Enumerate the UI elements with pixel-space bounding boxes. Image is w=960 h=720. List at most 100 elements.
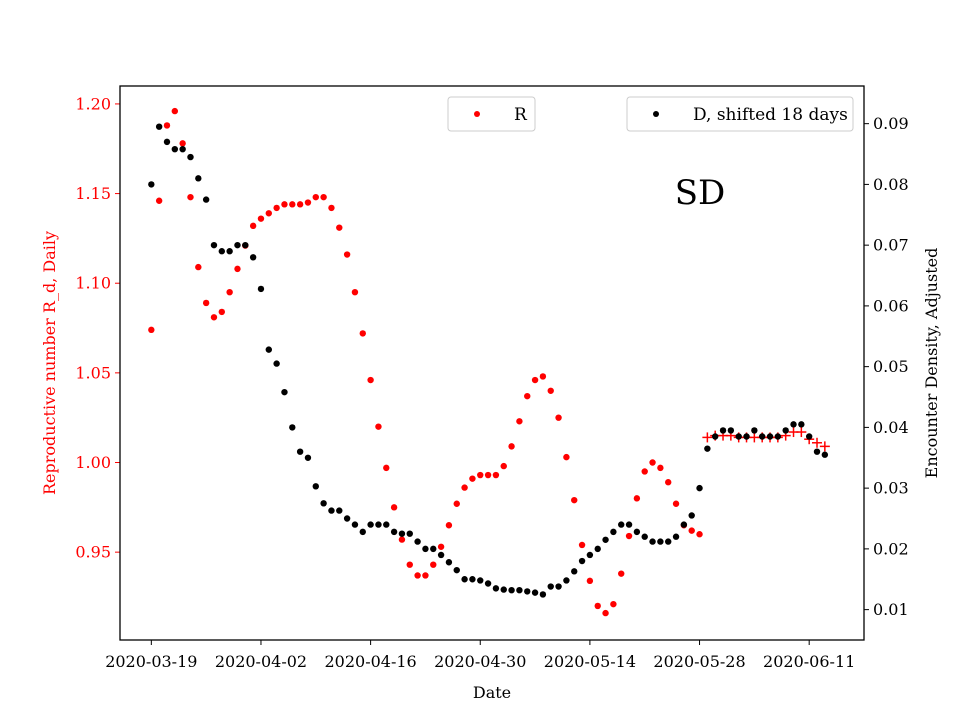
- r-point: [312, 193, 319, 201]
- d-point: [571, 568, 578, 575]
- r-point: [367, 376, 374, 384]
- r-point: [281, 201, 288, 208]
- d-point: [163, 138, 171, 146]
- d-point: [633, 528, 641, 536]
- r-point: [571, 496, 578, 504]
- d-point: [148, 181, 155, 188]
- d-point: [179, 145, 186, 153]
- legend-d-label: D, shifted 18 days: [693, 105, 848, 125]
- left-axis-label: Reproductive number R_d, Daily: [40, 231, 59, 495]
- d-point: [555, 583, 562, 590]
- legend-r-label: R: [514, 105, 528, 125]
- r-point: [249, 222, 257, 230]
- r-projected-point: [819, 441, 830, 452]
- d-point: [202, 196, 210, 203]
- r-projected-point: [702, 432, 713, 443]
- right-tick-label: 0.05: [873, 357, 909, 376]
- d-point: [672, 533, 680, 540]
- d-point: [798, 421, 805, 428]
- r-point: [179, 140, 186, 147]
- r-point: [477, 471, 484, 479]
- x-tick-label: 2020-05-28: [653, 652, 745, 671]
- r-point: [492, 471, 500, 479]
- r-point: [226, 288, 233, 296]
- r-point: [484, 471, 492, 479]
- d-point: [492, 585, 500, 592]
- r-point: [531, 376, 539, 384]
- r-point: [273, 204, 280, 212]
- d-point: [351, 521, 359, 528]
- left-tick-label: 1.05: [75, 363, 111, 382]
- d-point: [218, 248, 226, 255]
- r-point: [508, 443, 515, 450]
- d-point: [437, 551, 445, 559]
- d-point: [821, 451, 829, 458]
- r-point: [351, 288, 359, 296]
- d-point: [257, 285, 265, 293]
- d-point: [805, 433, 813, 440]
- d-point: [312, 483, 319, 490]
- r-point: [265, 210, 272, 217]
- right-tick-label: 0.09: [873, 114, 909, 133]
- d-point: [461, 576, 468, 583]
- d-point: [469, 576, 476, 583]
- d-point: [641, 533, 648, 540]
- d-point: [563, 577, 570, 584]
- d-point: [727, 427, 735, 434]
- d-point: [782, 427, 789, 434]
- r-point: [469, 475, 476, 482]
- d-point: [594, 545, 601, 553]
- d-point: [273, 360, 280, 367]
- right-tick-label: 0.04: [873, 418, 909, 437]
- r-point: [445, 522, 453, 529]
- legend-r-marker: [474, 111, 480, 117]
- r-point: [359, 330, 366, 337]
- d-point: [383, 521, 390, 528]
- d-point: [766, 433, 774, 440]
- d-point: [445, 559, 453, 566]
- x-tick-label: 2020-03-19: [105, 652, 197, 671]
- r-point: [453, 500, 460, 507]
- right-axis-label: Encounter Density, Adjusted: [922, 248, 941, 479]
- x-tick-label: 2020-04-16: [324, 652, 416, 671]
- d-point: [265, 346, 272, 353]
- d-point: [320, 500, 327, 507]
- r-point: [524, 392, 531, 400]
- d-point: [813, 448, 821, 455]
- r-point: [563, 453, 570, 461]
- r-point: [618, 570, 625, 577]
- left-tick-label: 1.00: [75, 453, 111, 472]
- d-point: [680, 521, 688, 528]
- x-axis-ticks: 2020-03-19 2020-04-02 2020-04-16 2020-04-30…: [105, 640, 855, 671]
- d-point: [586, 551, 594, 559]
- r-point: [688, 527, 695, 534]
- r-point: [547, 387, 554, 394]
- d-point: [375, 521, 382, 528]
- d-point: [398, 530, 406, 537]
- data-marks: [148, 107, 830, 617]
- r-point: [539, 373, 547, 380]
- d-point: [712, 433, 719, 440]
- r-point: [398, 536, 406, 543]
- r-point: [500, 462, 507, 470]
- r-point: [414, 572, 421, 579]
- plot-frame: [119, 85, 865, 641]
- d-point: [484, 580, 492, 587]
- d-point: [688, 512, 695, 519]
- left-tick-label: 1.20: [75, 94, 111, 113]
- d-point: [171, 145, 179, 153]
- d-point: [422, 545, 429, 553]
- legend-d: D, shifted 18 days: [626, 96, 854, 132]
- legend-r-box: [447, 96, 536, 132]
- d-point: [210, 241, 218, 249]
- r-point: [406, 561, 413, 568]
- right-axis-ticks: 0.01 0.02 0.03 0.04 0.05 0.06 0.07 0.08 0.09: [864, 114, 909, 619]
- d-point: [524, 588, 531, 595]
- d-point: [187, 153, 194, 161]
- r-point: [257, 215, 265, 222]
- r-point: [343, 251, 351, 258]
- r-point: [665, 479, 672, 486]
- r-point: [657, 464, 664, 472]
- d-point: [359, 528, 366, 536]
